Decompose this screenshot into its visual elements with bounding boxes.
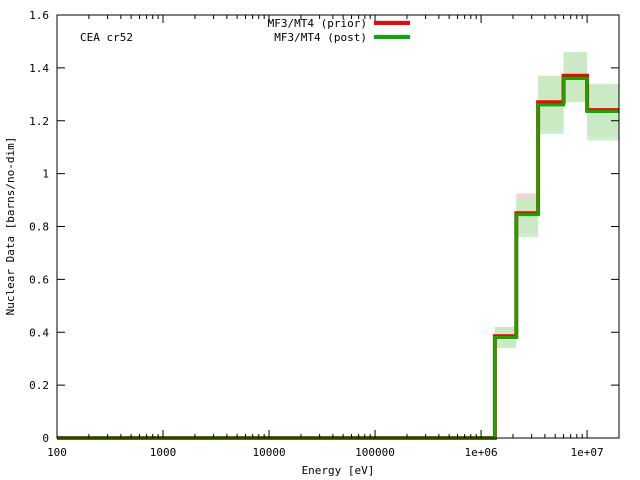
series-line-post [57,76,619,440]
x-tick-label: 1000 [150,446,177,459]
x-tick-label: 1e+06 [465,446,498,459]
x-tick-label: 100 [47,446,67,459]
uncertainty-band-post-bin-2 [516,197,539,238]
legend: MF3/MT4 (prior)MF3/MT4 (post) [268,17,410,44]
y-tick-label: 0.2 [29,379,49,392]
x-tick-label: 100000 [355,446,395,459]
x-tick-label: 1e+07 [571,446,604,459]
uncertainty-bands [494,52,619,349]
y-tick-label: 0.8 [29,221,49,234]
legend-label: MF3/MT4 (prior) [268,17,367,30]
y-tick-label: 0 [42,432,49,445]
series-line-prior [57,73,619,440]
series-lines [57,73,619,440]
y-tick-label: 0.6 [29,273,49,286]
x-axis-ticks: 100 1000 10000 100000 1e+06 1e+07 [47,15,620,459]
y-tick-label: 0.4 [29,326,49,339]
y-tick-label: 1.4 [29,62,49,75]
annotation-label: CEA cr52 [80,31,133,44]
x-axis-label: Energy [eV] [302,464,375,477]
x-tick-label: 10000 [252,446,285,459]
y-tick-label: 1.6 [29,9,49,22]
y-axis-label: Nuclear Data [barns/no-dim] [4,137,17,316]
y-tick-label: 1.2 [29,115,49,128]
y-axis-ticks: 0 0.2 0.4 0.6 0.8 1 1.2 1.4 1.6 [29,9,619,445]
y-tick-label: 1 [42,168,49,181]
legend-label: MF3/MT4 (post) [274,31,367,44]
